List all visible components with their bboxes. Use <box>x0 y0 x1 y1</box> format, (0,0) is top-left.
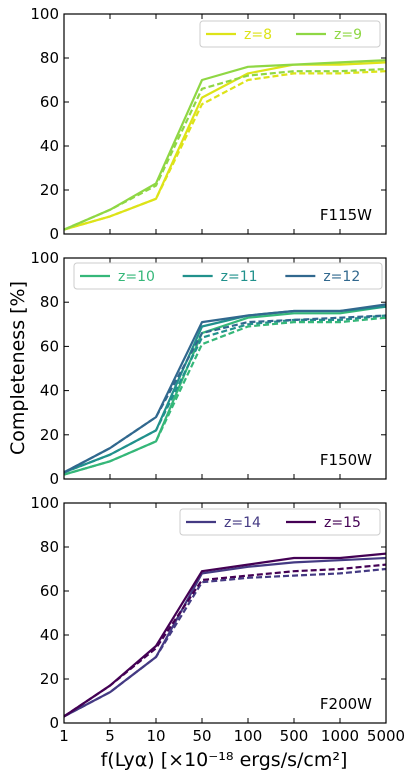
series-line-z12-solid <box>63 303 387 474</box>
x-tick-label: 5000 <box>367 727 405 745</box>
y-tick-label: 80 <box>40 293 59 311</box>
panel-1: 0 20 40 60 80 100 z=8 z=9 F115W <box>30 5 387 243</box>
filter-label: F115W <box>320 206 372 224</box>
y-tick-label: 60 <box>40 93 59 111</box>
series-line-z15-dashed <box>63 563 387 718</box>
series-line-z14-dashed <box>63 567 387 718</box>
y-tick-label: 80 <box>40 49 59 67</box>
y-tick-label: 40 <box>40 626 59 644</box>
series-line-z8-solid <box>63 61 387 231</box>
plot-frame <box>63 13 387 235</box>
legend-box <box>179 508 381 536</box>
legend-entry: z=12 <box>323 269 360 285</box>
x-tick-label: 1000 <box>321 727 359 745</box>
x-tick-label: 10 <box>146 727 165 745</box>
panel-2: 0 20 40 60 80 100 z=10 z=11 z=12 F150W <box>30 249 387 488</box>
legend-box <box>73 262 383 290</box>
y-tick-label: 60 <box>40 337 59 355</box>
y-tick-label: 100 <box>30 494 59 512</box>
x-tick-label: 1 <box>59 727 69 745</box>
series-line-z11-dashed <box>63 314 387 474</box>
x-axis-label: f(Lyα) [×10⁻¹⁸ ergs/s/cm²] <box>101 749 348 771</box>
y-tick-label: 20 <box>40 181 59 199</box>
series-line-z14-solid <box>63 556 387 718</box>
filter-label: F150W <box>320 451 372 469</box>
panel-3: 1 5 10 50 100 500 1000 5000 0 20 40 60 80 100 z=14 z=15… <box>30 494 405 745</box>
filter-label: F200W <box>320 695 372 713</box>
y-tick-label: 40 <box>40 137 59 155</box>
y-tick-label: 20 <box>40 670 59 688</box>
legend-entry: z=14 <box>224 515 261 531</box>
plot-frame <box>63 502 387 724</box>
y-tick-label: 80 <box>40 538 59 556</box>
series-line-z8-dashed <box>63 70 387 231</box>
x-tick-label: 100 <box>234 727 263 745</box>
y-tick-label: 0 <box>49 470 59 488</box>
y-tick-label: 20 <box>40 426 59 444</box>
y-tick-label: 0 <box>49 225 59 243</box>
x-tick-label: 5 <box>105 727 115 745</box>
y-tick-label: 40 <box>40 382 59 400</box>
y-axis-label: Completeness [%] <box>7 281 29 455</box>
plot-frame <box>63 257 387 480</box>
legend-entry: z=9 <box>334 27 362 43</box>
legend-entry: z=11 <box>221 269 258 285</box>
x-tick-label: 500 <box>280 727 309 745</box>
legend: z=8 z=9 <box>199 20 381 48</box>
series-line-z12-dashed <box>63 314 387 474</box>
series-line-z10-dashed <box>63 316 387 476</box>
y-tick-label: 100 <box>30 5 59 23</box>
legend-entry: z=8 <box>244 27 272 43</box>
legend: z=10 z=11 z=12 <box>73 262 383 290</box>
legend-entry: z=10 <box>118 269 155 285</box>
y-tick-label: 60 <box>40 582 59 600</box>
legend: z=14 z=15 <box>179 508 381 536</box>
series-line-z9-dashed <box>63 67 387 231</box>
y-tick-label: 100 <box>30 249 59 267</box>
y-tick-label: 0 <box>49 714 59 732</box>
x-tick-label: 50 <box>192 727 211 745</box>
legend-box <box>199 20 381 48</box>
legend-entry: z=15 <box>324 515 361 531</box>
